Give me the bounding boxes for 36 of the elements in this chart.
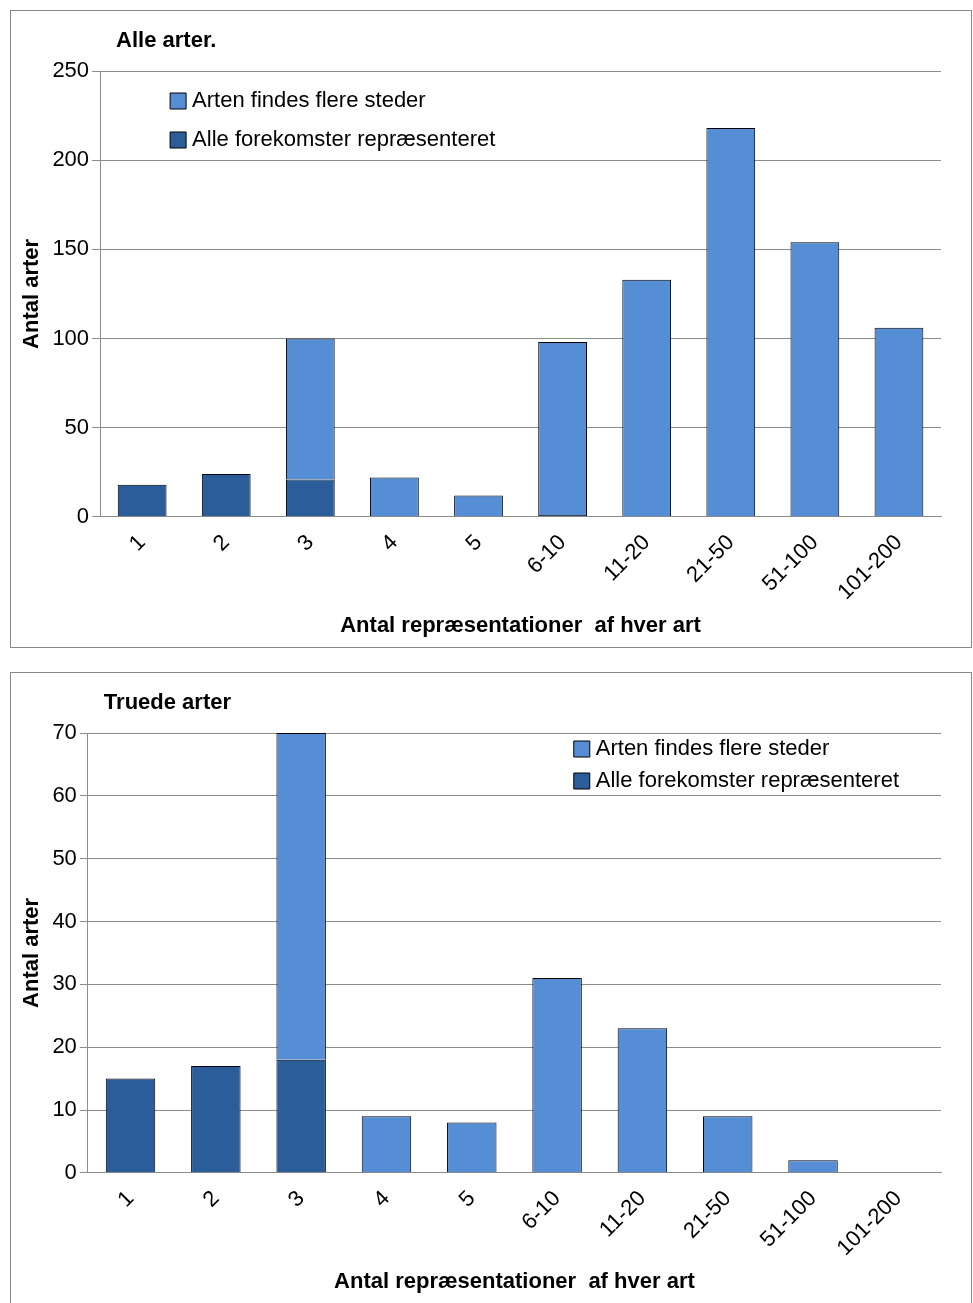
chart-title: Truede arter: [103, 689, 232, 715]
x-axis-title: Antal repræsentationer af hver art: [340, 611, 702, 637]
x-tick-label: 2: [197, 1185, 224, 1212]
legend-label: Arten findes flere steder: [192, 87, 426, 113]
x-tick-label: 3: [282, 1185, 309, 1212]
legend-label: Arten findes flere steder: [595, 735, 830, 761]
y-axis-title: Antal arter: [18, 897, 44, 1008]
y-tick-label: 250: [52, 57, 90, 83]
y-tick-label: 20: [52, 1033, 77, 1059]
chart-title: Alle arter.: [116, 27, 217, 53]
y-tick-label: 200: [52, 146, 90, 172]
legend-label: Alle forekomster repræsenteret: [192, 126, 496, 152]
x-tick-label: 1: [112, 1185, 139, 1212]
x-tick-label: 5: [459, 529, 487, 556]
y-tick-label: 150: [52, 235, 90, 261]
y-tick-label: 70: [52, 719, 77, 745]
x-tick-label: 6-10: [521, 529, 571, 579]
y-tick-label: 30: [52, 970, 77, 996]
y-tick-label: 10: [52, 1096, 77, 1122]
legend-label: Alle forekomster repræsenteret: [595, 767, 899, 793]
y-tick-label: 60: [52, 781, 77, 807]
y-tick-label: 40: [52, 907, 77, 933]
x-tick-label: 4: [375, 529, 403, 556]
y-tick-label: 0: [76, 502, 90, 528]
x-tick-label: 4: [367, 1185, 395, 1212]
y-tick-label: 50: [52, 844, 77, 870]
x-axis-title: Antal repræsentationer af hver art: [334, 1267, 696, 1293]
x-tick-label: 6-10: [516, 1185, 565, 1235]
x-tick-label: 3: [291, 529, 319, 556]
x-tick-label: 1: [123, 529, 150, 556]
y-tick-label: 100: [52, 324, 90, 350]
y-tick-label: 50: [64, 413, 90, 439]
y-tick-label: 0: [64, 1158, 77, 1184]
x-tick-label: 2: [207, 529, 235, 556]
y-axis-title: Antal arter: [18, 238, 44, 349]
x-tick-label: 5: [453, 1185, 480, 1212]
